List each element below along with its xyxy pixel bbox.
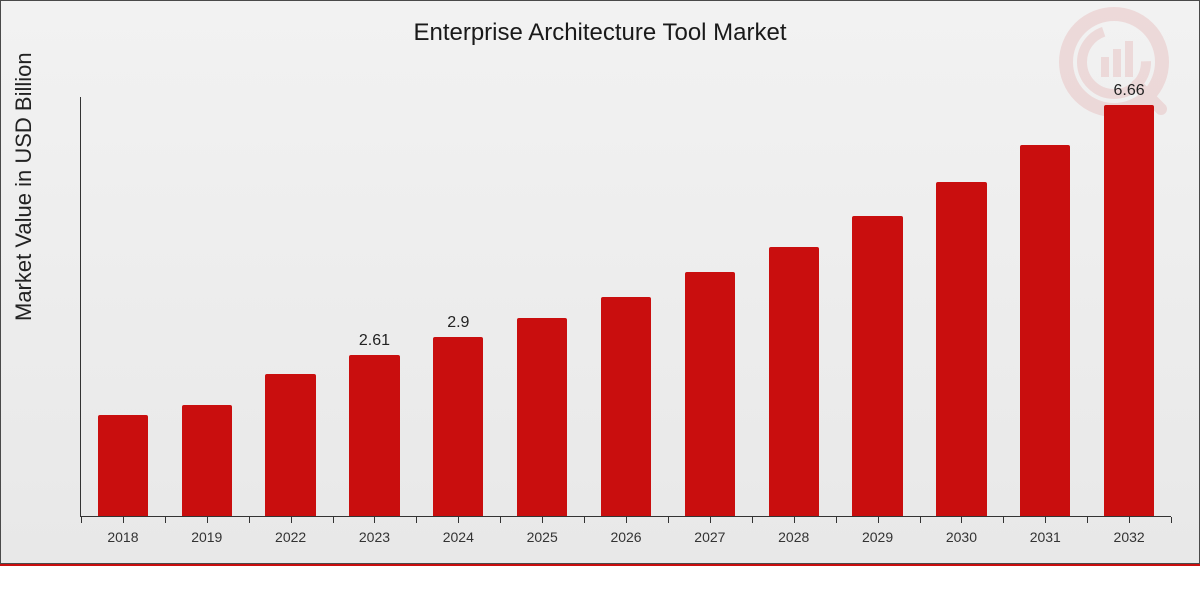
plot-area: 20182019202220232.6120242.92025202620272… <box>81 97 1171 517</box>
x-tick <box>1045 517 1046 523</box>
y-axis-line <box>80 97 81 517</box>
x-axis-category-label: 2031 <box>1003 529 1087 545</box>
x-axis-category-label: 2030 <box>920 529 1004 545</box>
x-tick <box>542 517 543 523</box>
tick-separator <box>836 517 837 523</box>
x-axis-category-label: 2026 <box>584 529 668 545</box>
x-axis-category-label: 2024 <box>416 529 500 545</box>
chart-area: Enterprise Architecture Tool Market Mark… <box>0 0 1200 564</box>
x-tick <box>458 517 459 523</box>
chart-frame: Enterprise Architecture Tool Market Mark… <box>0 0 1200 600</box>
tick-separator <box>668 517 669 523</box>
x-tick <box>878 517 879 523</box>
bar <box>936 182 986 516</box>
x-axis-category-label: 2029 <box>836 529 920 545</box>
bar <box>265 374 315 516</box>
x-axis-category-label: 2025 <box>500 529 584 545</box>
bar <box>1104 105 1154 516</box>
x-tick <box>794 517 795 523</box>
bar <box>852 216 902 516</box>
x-tick <box>626 517 627 523</box>
x-tick <box>374 517 375 523</box>
tick-separator <box>333 517 334 523</box>
tick-separator <box>249 517 250 523</box>
tick-separator <box>920 517 921 523</box>
tick-separator <box>81 517 82 523</box>
tick-separator <box>416 517 417 523</box>
tick-separator <box>165 517 166 523</box>
tick-separator <box>1171 517 1172 523</box>
bar <box>349 355 399 516</box>
tick-separator <box>752 517 753 523</box>
x-axis-category-label: 2027 <box>668 529 752 545</box>
x-axis-category-label: 2022 <box>249 529 333 545</box>
bar <box>685 272 735 516</box>
x-tick <box>961 517 962 523</box>
bar <box>517 318 567 516</box>
x-tick <box>291 517 292 523</box>
tick-separator <box>500 517 501 523</box>
x-tick <box>123 517 124 523</box>
x-tick <box>207 517 208 523</box>
bar <box>182 405 232 516</box>
bar-value-label: 2.61 <box>333 332 417 350</box>
bar <box>433 337 483 516</box>
bar <box>98 415 148 516</box>
bar <box>1020 145 1070 516</box>
x-axis-category-label: 2018 <box>81 529 165 545</box>
tick-separator <box>1087 517 1088 523</box>
x-axis-category-label: 2019 <box>165 529 249 545</box>
x-axis-category-label: 2032 <box>1087 529 1171 545</box>
bar-value-label: 6.66 <box>1087 82 1171 100</box>
tick-separator <box>1003 517 1004 523</box>
footer-band <box>0 564 1200 600</box>
x-axis-category-label: 2028 <box>752 529 836 545</box>
bar <box>601 297 651 516</box>
x-axis-category-label: 2023 <box>333 529 417 545</box>
chart-title: Enterprise Architecture Tool Market <box>1 19 1199 47</box>
x-tick <box>1129 517 1130 523</box>
tick-separator <box>584 517 585 523</box>
bar-value-label: 2.9 <box>416 314 500 332</box>
bar <box>769 247 819 516</box>
x-tick <box>710 517 711 523</box>
y-axis-label: Market Value in USD Billion <box>11 52 37 321</box>
